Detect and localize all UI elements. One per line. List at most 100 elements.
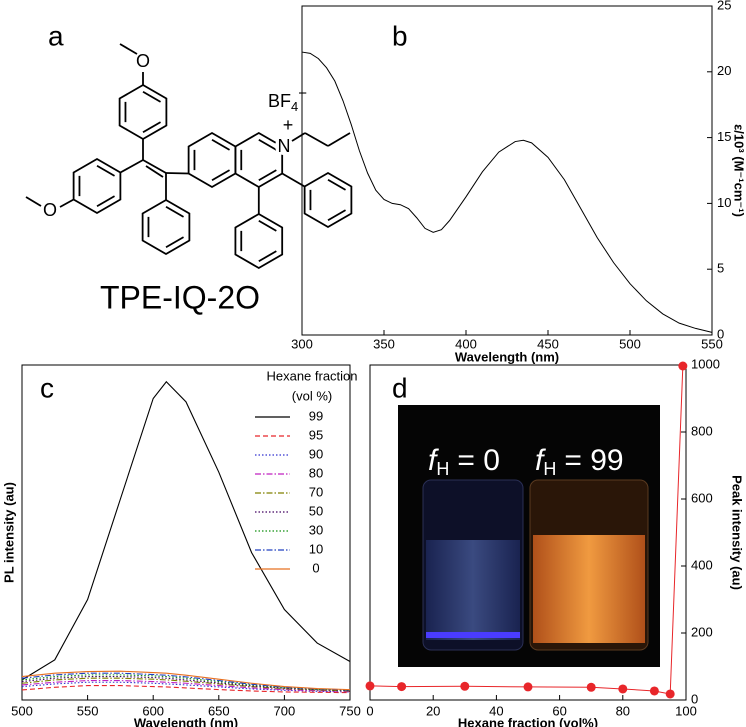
ring [234, 212, 284, 270]
data-point [397, 682, 407, 692]
x-tick-label: 20 [426, 703, 440, 718]
ring [72, 157, 122, 215]
x-tick-label: 40 [489, 703, 503, 718]
y-tick-label: 200 [691, 624, 713, 639]
y-tick-label: 600 [691, 490, 713, 505]
x-tick-label: 450 [537, 336, 559, 351]
panel-label: d [392, 372, 408, 403]
y-tick-label: 20 [717, 63, 731, 78]
bond [281, 172, 306, 188]
y-tick-label: 10 [717, 195, 731, 210]
y-tick-label: 5 [717, 261, 724, 276]
bond [119, 43, 138, 55]
data-point [665, 689, 675, 699]
bond [304, 132, 329, 147]
charge: + [283, 115, 294, 135]
ring [303, 171, 353, 229]
symbol: f [428, 444, 439, 477]
superscript: − [298, 85, 307, 102]
x-tick-label: 80 [616, 703, 630, 718]
y-tick-label: 400 [691, 557, 713, 572]
panel-label: b [392, 20, 408, 51]
x-tick-label: 750 [339, 703, 361, 718]
x-tick-label: 300 [291, 336, 313, 351]
atom-label: N [278, 136, 291, 156]
bond [165, 236, 184, 249]
bond [165, 172, 189, 175]
counterion: BF4− [268, 85, 307, 114]
data-line [21, 670, 351, 691]
symbol: f [535, 444, 546, 477]
bond [142, 159, 167, 174]
inset-label: fH = 0 [428, 444, 500, 479]
legend-label: 90 [309, 446, 323, 461]
plot-frame [369, 364, 687, 701]
y-tick-label: 800 [691, 423, 713, 438]
bond [327, 209, 346, 222]
plot-frame [21, 364, 351, 701]
label-mask [275, 137, 293, 155]
y-axis-title: Peak intensity (au) [730, 475, 745, 590]
y-tick-label: 1000 [691, 356, 720, 371]
x-tick-label: 500 [11, 703, 33, 718]
bond [327, 132, 351, 147]
data-line [301, 51, 713, 333]
data-line [21, 672, 351, 691]
data-line [21, 380, 351, 681]
subscript: 4 [291, 99, 298, 114]
panel-label: a [48, 20, 64, 51]
bond [119, 159, 144, 174]
legend-label: 10 [309, 541, 323, 556]
data-point [678, 361, 688, 371]
liquid [426, 540, 520, 640]
x-tick-label: 500 [619, 336, 641, 351]
ring [118, 83, 168, 141]
legend-label: 80 [309, 465, 323, 480]
x-tick-label: 350 [373, 336, 395, 351]
y-axis-title: ε/10³ (M⁻¹cm⁻¹) [732, 124, 746, 217]
y-axis-title: PL intensity (au) [1, 482, 16, 583]
bond [142, 121, 161, 134]
bond [96, 195, 115, 208]
x-tick-label: 700 [274, 703, 296, 718]
legend-label: 30 [309, 522, 323, 537]
data-line [21, 677, 351, 692]
bond [258, 250, 277, 263]
x-axis-title: Hexane fraction (vol%) [458, 715, 598, 727]
x-tick-label: 550 [77, 703, 99, 718]
bond [145, 165, 164, 178]
ring [187, 131, 237, 189]
liquid [533, 535, 645, 643]
legend-label: 50 [309, 503, 323, 518]
data-line [21, 675, 351, 692]
data-line [21, 681, 351, 693]
text: = 99 [564, 444, 623, 477]
text: = 0 [457, 444, 500, 477]
data-line [21, 685, 351, 694]
data-point [523, 682, 533, 692]
inset-photo: fH = 0 fH = 99 [398, 405, 660, 667]
panel-label: c [40, 372, 54, 403]
x-tick-label: 650 [208, 703, 230, 718]
bond [258, 219, 277, 232]
x-tick-label: 60 [552, 703, 566, 718]
y-tick-label: 0 [717, 326, 724, 341]
data-line [21, 680, 351, 693]
y-tick-label: 15 [717, 129, 731, 144]
bond [59, 198, 75, 208]
atom-label: O [43, 200, 57, 220]
subscript: H [543, 459, 556, 479]
bond [258, 138, 277, 151]
y-tick-label: 25 [717, 0, 731, 12]
atom-label: O [136, 51, 150, 71]
x-tick-label: 400 [455, 336, 477, 351]
subscript: H [436, 459, 449, 479]
legend-title: Hexane fraction [266, 368, 357, 383]
x-axis-title: Wavelength (nm) [455, 349, 559, 364]
x-tick-label: 550 [701, 336, 723, 351]
formula: BF [268, 91, 291, 111]
bond [211, 169, 230, 182]
bond [291, 132, 306, 142]
legend-label: 99 [309, 408, 323, 423]
